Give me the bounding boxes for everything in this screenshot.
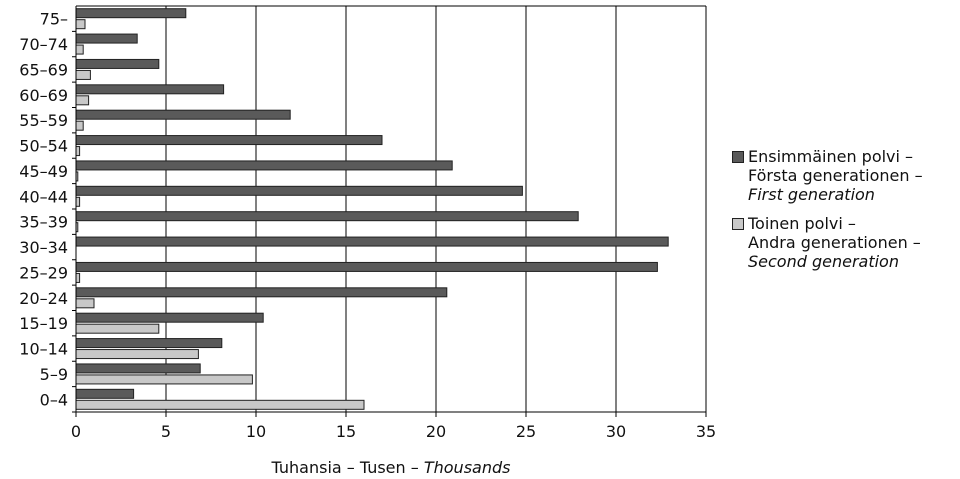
axes xyxy=(72,6,707,417)
y-tick-label: 55–59 xyxy=(19,111,68,130)
y-tick-labels: 0–4 5–9 10–14 15–19 20–24 25–29 30–34 35–39 40–4… xyxy=(19,10,68,410)
legend-label-fi: Toinen polvi – xyxy=(748,214,856,233)
y-tick-label: 35–39 xyxy=(19,213,68,232)
bar-first-generation xyxy=(75,236,669,247)
legend-label-sv: Första generationen – xyxy=(748,166,923,185)
y-tick-label: 65–69 xyxy=(19,60,68,79)
y-tick-label: 15–19 xyxy=(19,314,68,333)
x-tick-label: 25 xyxy=(516,422,536,441)
bar-first-generation xyxy=(75,261,658,272)
bar-first-generation xyxy=(75,84,225,95)
y-tick-label: 5–9 xyxy=(40,365,68,384)
bar-first-generation xyxy=(75,338,223,349)
y-tick-label: 60–69 xyxy=(19,86,68,105)
legend-label-sv: Andra generationen – xyxy=(748,233,921,252)
x-axis-title: Tuhansia – Tusen – Thousands xyxy=(271,458,511,477)
bar-second-generation xyxy=(75,323,160,334)
bar-second-generation xyxy=(75,146,81,157)
grid-lines xyxy=(76,5,707,412)
legend-swatch-second xyxy=(732,218,744,230)
y-tick-label: 40–44 xyxy=(19,187,68,206)
x-tick-label: 15 xyxy=(336,422,356,441)
y-tick-label: 20–24 xyxy=(19,289,68,308)
bar-first-generation xyxy=(75,58,160,69)
bar-second-generation xyxy=(75,95,90,106)
bar-first-generation xyxy=(75,312,264,323)
y-tick-label: 25–29 xyxy=(19,263,68,282)
bar-second-generation xyxy=(75,196,81,207)
x-tick-label: 30 xyxy=(606,422,626,441)
x-tick-label: 5 xyxy=(161,422,171,441)
x-tick-labels: 0 5 10 15 20 25 30 35 xyxy=(71,422,716,441)
bar-first-generation xyxy=(75,388,135,399)
x-tick-label: 20 xyxy=(426,422,446,441)
bar-first-generation xyxy=(75,363,201,374)
legend-item-first-generation: Ensimmäinen polvi – Första generationen … xyxy=(732,147,957,204)
bar-second-generation xyxy=(75,19,86,30)
bar-first-generation xyxy=(75,211,579,222)
bar-second-generation xyxy=(75,374,253,385)
bar-second-generation xyxy=(75,399,365,410)
bar-second-generation xyxy=(75,120,84,131)
x-tick-label: 35 xyxy=(696,422,716,441)
y-tick-label: 10–14 xyxy=(19,340,68,359)
y-tick-label: 0–4 xyxy=(40,390,68,409)
bar-first-generation xyxy=(75,33,138,44)
legend-label-en: Second generation xyxy=(748,252,899,271)
y-tick-label: 75– xyxy=(40,10,68,29)
legend-swatch-first xyxy=(732,151,744,163)
y-tick-label: 45–49 xyxy=(19,162,68,181)
x-tick-label: 10 xyxy=(246,422,266,441)
bar-second-generation xyxy=(75,272,81,283)
bars xyxy=(75,8,669,410)
y-tick-label: 70–74 xyxy=(19,35,68,54)
bar-first-generation xyxy=(75,135,383,146)
bar-second-generation xyxy=(75,298,95,309)
y-tick-label: 30–34 xyxy=(19,238,68,257)
bar-first-generation xyxy=(75,287,448,298)
legend-label-en: First generation xyxy=(748,185,875,204)
x-tick-label: 0 xyxy=(71,422,81,441)
bar-first-generation xyxy=(75,8,187,19)
bar-first-generation xyxy=(75,160,453,171)
y-tick-label: 50–54 xyxy=(19,137,68,156)
bar-first-generation xyxy=(75,185,523,196)
legend: Ensimmäinen polvi – Första generationen … xyxy=(732,147,957,281)
bar-second-generation xyxy=(75,44,84,55)
bar-second-generation xyxy=(75,69,91,80)
legend-label-fi: Ensimmäinen polvi – xyxy=(748,147,914,166)
bar-second-generation xyxy=(75,349,199,360)
bar-first-generation xyxy=(75,109,291,120)
legend-item-second-generation: Toinen polvi – Andra generationen – Seco… xyxy=(732,214,957,271)
